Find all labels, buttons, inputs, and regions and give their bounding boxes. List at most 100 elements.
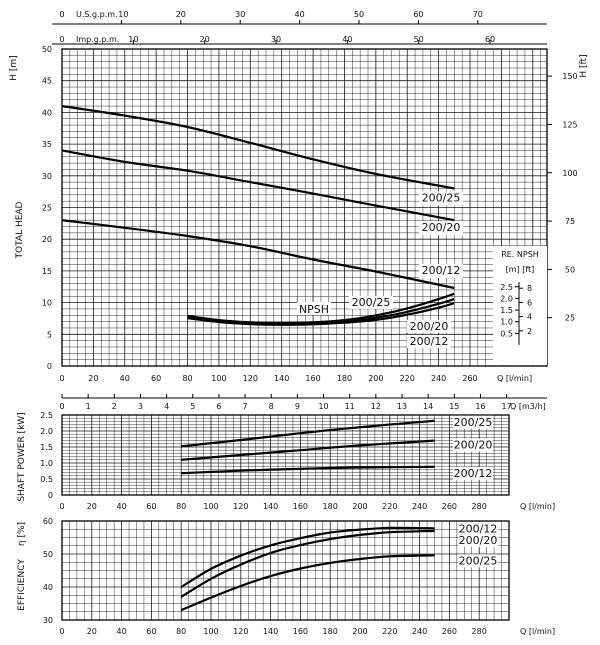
npsh-inset-bg [493,246,547,365]
head-y-ft-tick: 100 [562,169,577,178]
eff-y-tick: 30 [43,616,53,625]
usgpm-tick-label: 50 [354,10,364,19]
power-x-tick: 100 [203,502,218,511]
head-y-ft-tick: 75 [565,217,575,226]
power-curve-label: 200/25 [454,416,493,429]
npsh-ft-tick: 2 [527,327,532,336]
npsh-ft-tick: 8 [527,284,532,293]
head-x-title: Q [l/min] [497,374,532,383]
power-y-tick: 2.5 [40,411,53,420]
head-y-tick: 0 [47,362,52,371]
eff-curve-label: 200/25 [459,554,498,567]
flow-tick: 1 [86,402,91,411]
npsh-m-tick: 1.5 [500,306,513,315]
eff-x-tick: 120 [233,627,248,636]
head-y-title: TOTAL HEAD [15,201,25,259]
eff-grid [61,520,510,621]
npsh-curve-label-bg [407,335,451,348]
head-x-tick: 80 [182,374,192,383]
eff-y-title: EFFICIENCY [17,559,27,611]
impgpm-tick-label: 20 [200,35,210,44]
eff-x-tick: 240 [412,627,427,636]
usgpm-tick-label: 40 [295,10,305,19]
power-y-tick: 0.5 [40,475,53,484]
power-y-tick: 2.0 [40,427,53,436]
head-y-tick: 30 [42,172,52,181]
power-x-tick: 120 [233,502,248,511]
power-x-tick: 0 [59,502,64,511]
head-y-tick: 35 [42,140,52,149]
head-label-bg [419,221,463,236]
head-label-bg [419,191,463,206]
head-x-tick: 0 [59,374,64,383]
head-curve-label: 200/20 [422,221,461,234]
head-y-unit-right: H [ft] [579,54,589,77]
eff-x-tick: 100 [203,627,218,636]
npsh-curve-label-bg [349,296,393,309]
head-x-tick: 40 [120,374,130,383]
impgpm-tick: 0 [59,35,64,44]
eff-curve-label: 200/20 [459,534,498,547]
power-x-tick: 280 [472,502,487,511]
curves [61,105,455,612]
head-y-tick: 40 [42,108,52,117]
eff-label-bg [458,554,498,568]
power-y-tick: 1.5 [40,443,53,452]
power-y-tick: 0 [48,491,53,500]
power-x-tick: 140 [263,502,278,511]
npsh-axis-title: RE. NPSH [501,250,539,259]
labels: 0 U.S.g.p.m. 10 20 30 40 50 60 700 Imp.g.p.m. 10 20… [9,10,589,636]
power-label-bg [453,438,493,452]
eff-label-bg [458,522,498,536]
flow-tick: 8 [269,402,274,411]
head-x-tick: 200 [368,374,383,383]
eff-y-tick: 60 [43,517,53,526]
power-curve-200-20 [181,439,435,461]
head-x-tick: 260 [462,374,477,383]
power-curve-label: 200/12 [454,467,493,480]
power-grid-frame [61,414,510,496]
impgpm-tick-label: 30 [271,35,281,44]
npsh-axis-units: [m] [ft] [506,265,535,274]
head-x-tick: 60 [151,374,161,383]
npsh-label: NPSH [299,303,329,316]
head-y-ft-tick: 150 [562,72,577,81]
usgpm-tick-label: 20 [176,10,186,19]
flow-tick: 4 [164,402,169,411]
npsh-m-tick: 0.5 [500,329,513,338]
power-x-tick: 180 [323,502,338,511]
power-y-title: SHAFT POWER [kW] [17,412,27,501]
eff-label-bg [458,533,498,547]
npsh-curve-label: 200/25 [352,296,391,309]
head-y-tick: 50 [42,45,52,54]
eff-x-tick: 180 [323,627,338,636]
flow-tick: 10 [318,402,328,411]
flow-tick: 5 [190,402,195,411]
eff-x-tick: 20 [87,627,97,636]
flow-tick: 15 [449,402,459,411]
power-label-bg [453,415,493,429]
power-x-tick: 200 [352,502,367,511]
flow-tick: 14 [423,402,433,411]
usgpm-tick-label: 60 [413,10,423,19]
head-x-tick: 20 [88,374,98,383]
usgpm-tick-label: 30 [235,10,245,19]
head-x-tick: 180 [337,374,352,383]
usgpm-label: U.S.g.p.m. [76,10,118,19]
npsh-label-bg [297,302,331,315]
eff-x-tick: 140 [263,627,278,636]
usgpm-tick-label: 10 [118,10,128,19]
flow-axis-title: Q [m3/h] [510,402,546,411]
power-x-tick: 260 [442,502,457,511]
head-x-tick: 140 [274,374,289,383]
head-curve-200-12 [61,219,455,290]
eff-curve-200-20 [180,529,435,598]
power-grid [61,414,510,496]
usgpm-tick: 0 [59,10,64,19]
power-curve-200-12 [181,465,435,475]
head-y-ft-tick: 25 [565,314,575,323]
flow-tick: 9 [295,402,300,411]
npsh-curve-label: 200/20 [410,320,449,333]
head-y-unit-left: H [m] [9,55,19,80]
flow-tick: 6 [216,402,221,411]
